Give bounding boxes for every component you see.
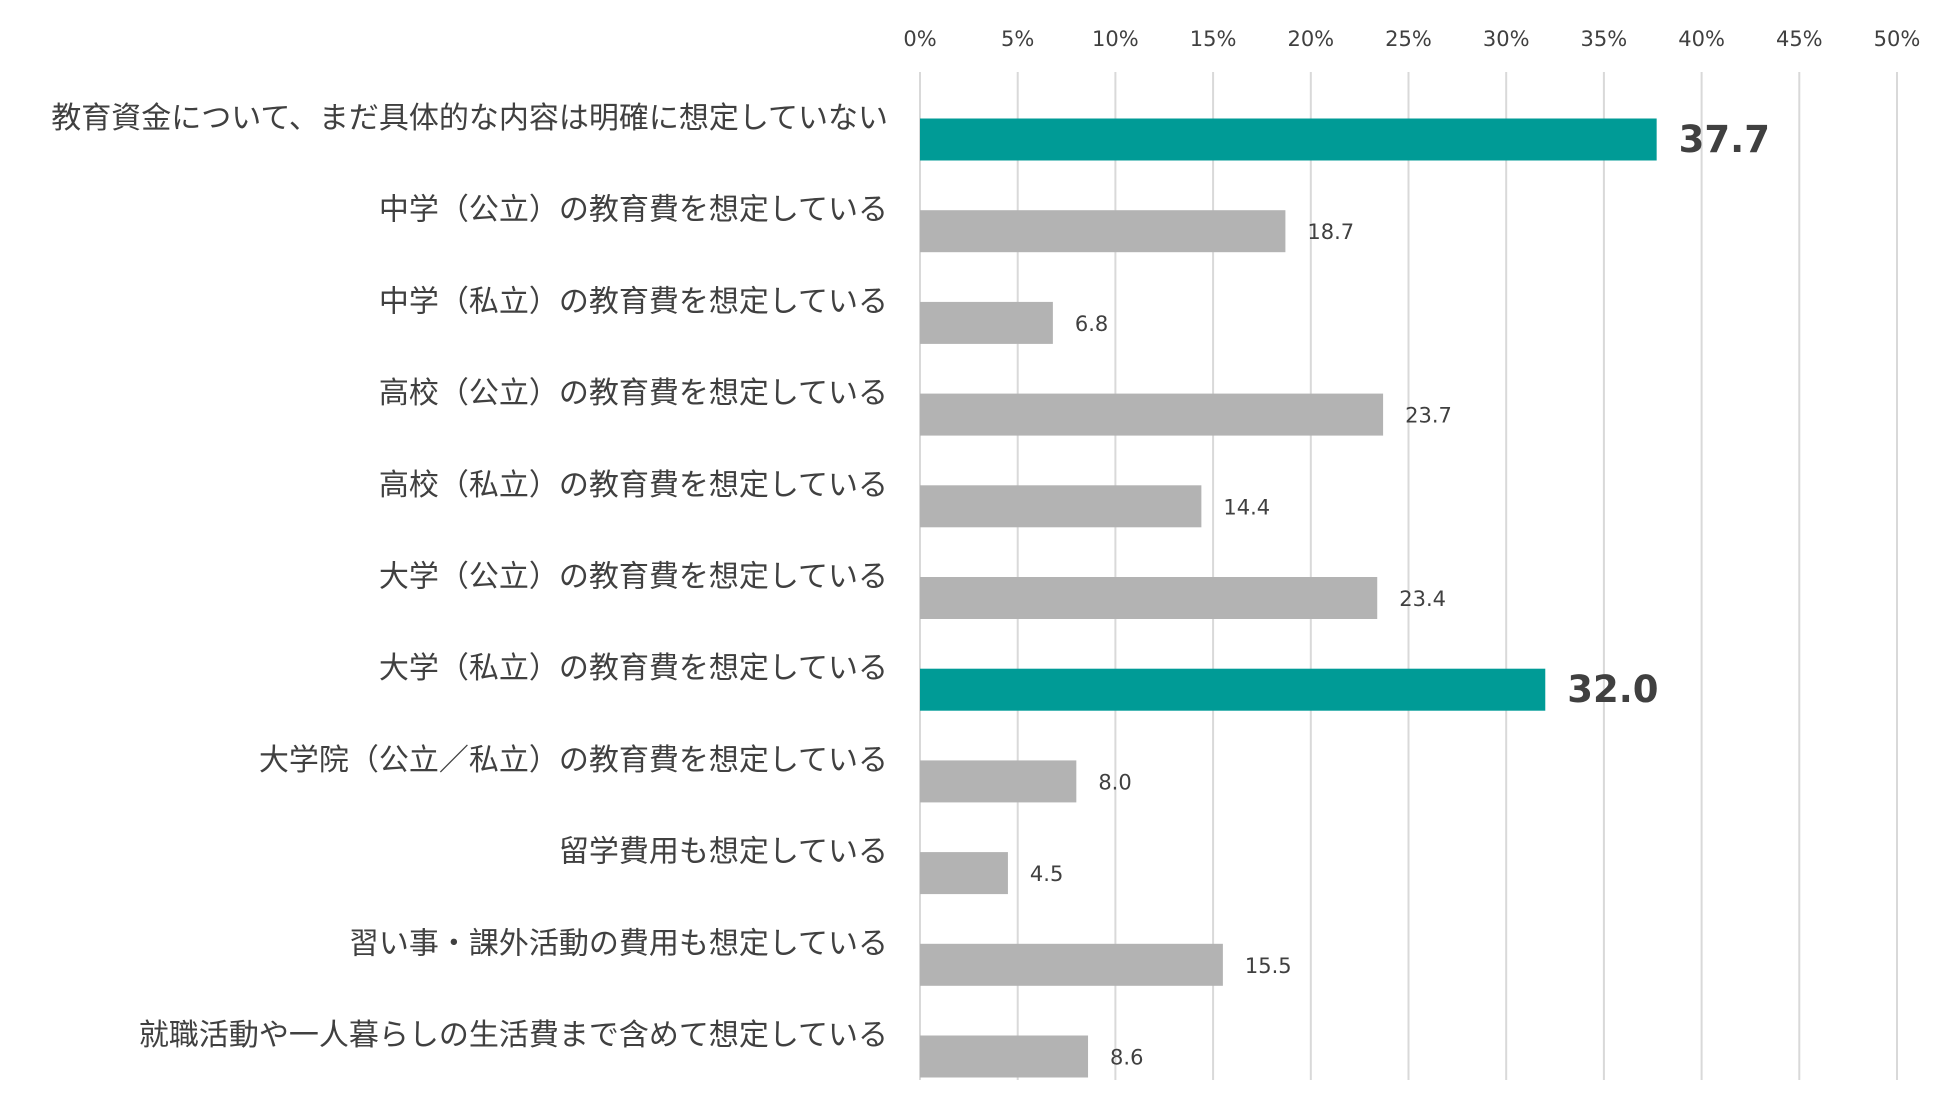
- category-label: 習い事・課外活動の費用も想定している: [349, 926, 888, 961]
- category-label: 教育資金について、まだ具体的な内容は明確に想定していない: [51, 101, 888, 136]
- value-label: 14.4: [1223, 495, 1270, 519]
- category-label: 大学院（公立／私立）の教育費を想定している: [259, 743, 888, 778]
- x-tick-label: 45%: [1776, 27, 1823, 51]
- x-tick-label: 35%: [1581, 27, 1628, 51]
- category-label: 中学（私立）の教育費を想定している: [379, 284, 888, 319]
- bars: [920, 118, 1657, 1078]
- value-label: 18.7: [1307, 220, 1354, 244]
- x-axis-tick-labels: 0% 5% 10% 15% 20% 25% 30% 35% 40% 45% 50%: [903, 27, 1920, 51]
- value-label: 37.7: [1679, 118, 1770, 161]
- bar: [920, 577, 1378, 619]
- category-label: 大学（私立）の教育費を想定している: [379, 651, 888, 686]
- bar-highlighted: [920, 668, 1546, 711]
- bar-highlighted: [920, 118, 1657, 161]
- bar: [920, 852, 1008, 895]
- value-label: 23.7: [1405, 404, 1452, 428]
- category-label: 中学（公立）の教育費を想定している: [379, 193, 888, 228]
- value-label: 15.5: [1245, 954, 1292, 978]
- bar: [920, 301, 1053, 344]
- x-tick-label: 0%: [903, 27, 936, 51]
- value-label: 8.0: [1098, 770, 1131, 794]
- bar: [920, 760, 1077, 803]
- x-tick-label: 25%: [1385, 27, 1432, 51]
- value-label: 8.6: [1110, 1046, 1143, 1070]
- category-label: 大学（公立）の教育費を想定している: [379, 560, 888, 595]
- x-tick-label: 20%: [1287, 27, 1334, 51]
- category-labels: 教育資金について、まだ具体的な内容は明確に想定していない中学（公立）の教育費を想…: [51, 101, 888, 1053]
- value-label: 6.8: [1075, 312, 1108, 336]
- bar: [920, 393, 1384, 436]
- x-tick-label: 50%: [1874, 27, 1921, 51]
- x-tick-label: 40%: [1678, 27, 1725, 51]
- x-tick-label: 15%: [1190, 27, 1237, 51]
- value-labels: 37.7 18.7 6.8 23.7 14.4 23.4 32.0 8.0 4.5 15.5 8.6: [1030, 118, 1770, 1070]
- bar: [920, 943, 1223, 986]
- value-label: 23.4: [1399, 587, 1446, 611]
- category-label: 高校（私立）の教育費を想定している: [379, 468, 888, 503]
- x-tick-label: 30%: [1483, 27, 1530, 51]
- value-label: 32.0: [1567, 668, 1658, 711]
- category-label: 就職活動や一人暮らしの生活費まで含めて想定している: [139, 1018, 888, 1053]
- bar: [920, 485, 1202, 528]
- value-label: 4.5: [1030, 862, 1063, 886]
- x-tick-label: 10%: [1092, 27, 1139, 51]
- category-label: 高校（公立）の教育費を想定している: [379, 376, 888, 411]
- bar: [920, 1035, 1089, 1078]
- bar: [920, 210, 1286, 253]
- category-label: 留学費用も想定している: [559, 835, 888, 870]
- x-tick-label: 5%: [1001, 27, 1034, 51]
